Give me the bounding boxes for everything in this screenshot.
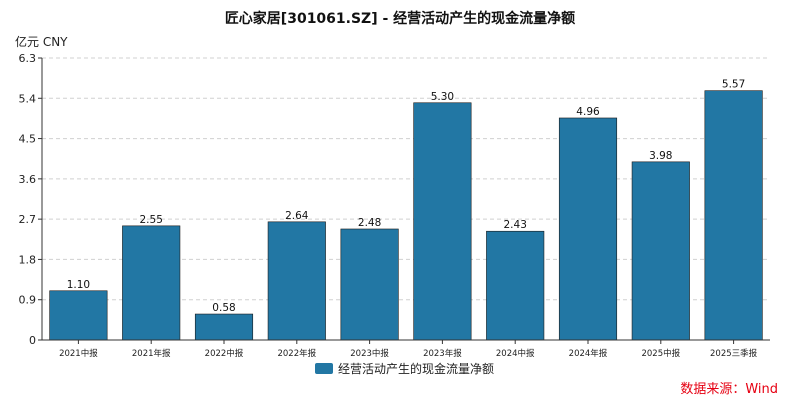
bars: [49, 90, 763, 341]
legend[interactable]: 经营活动产生的现金流量净额: [315, 361, 494, 376]
data-label: 5.57: [722, 79, 745, 91]
chart-title: 匠心家居[301061.SZ] - 经营活动产生的现金流量净额: [225, 10, 575, 27]
y-axis-unit-label: 亿元 CNY: [15, 34, 68, 49]
bar[interactable]: [486, 230, 545, 341]
axes: [41, 58, 770, 341]
x-tick-label: 2021中报: [59, 348, 98, 359]
x-tick-label: 2025中报: [641, 348, 680, 359]
y-tick-label: 4.5: [19, 133, 37, 146]
data-label: 0.58: [212, 302, 235, 314]
x-tick-label: 2022年报: [277, 348, 316, 359]
x-tick-label: 2021年报: [132, 348, 171, 359]
data-label: 2.55: [140, 214, 163, 226]
y-tick-label: 0: [29, 334, 36, 347]
y-tick-label: 1.8: [19, 253, 37, 266]
bar[interactable]: [704, 90, 763, 341]
bar[interactable]: [413, 102, 472, 341]
data-label: 2.64: [285, 210, 309, 222]
bar[interactable]: [558, 117, 618, 341]
legend-swatch: [315, 363, 333, 374]
x-tick-label: 2025三季报: [710, 348, 758, 359]
y-tick-label: 2.7: [19, 213, 37, 226]
data-label: 1.10: [67, 279, 90, 291]
data-label: 5.30: [431, 91, 454, 103]
x-tick-label: 2023年报: [423, 348, 462, 359]
bar[interactable]: [49, 290, 108, 341]
bar[interactable]: [194, 313, 254, 341]
data-label: 3.98: [649, 150, 672, 162]
data-label: 4.96: [576, 106, 600, 118]
x-tick-label: 2024中报: [496, 348, 535, 359]
x-axis-ticks: 2021中报 2021年报 2022中报 2022年报 2023中报 2023年报 2024…: [59, 340, 758, 359]
bar[interactable]: [340, 228, 399, 341]
x-tick-label: 2023中报: [350, 348, 389, 359]
bar[interactable]: [267, 221, 326, 341]
bar[interactable]: [122, 225, 181, 341]
y-axis-ticks: 0 0.9 1.8 2.7 3.6 4.5 5.4 6.3: [19, 52, 42, 347]
y-tick-label: 6.3: [19, 52, 37, 65]
legend-label: 经营活动产生的现金流量净额: [338, 361, 494, 376]
data-labels: 1.10 2.55 0.58 2.64 2.48 5.30 2.43 4.96 3.98 5.57: [67, 79, 746, 314]
x-tick-label: 2024年报: [569, 348, 608, 359]
y-tick-label: 3.6: [19, 173, 37, 186]
data-label: 2.48: [358, 217, 381, 229]
source-note: 数据来源：Wind: [680, 382, 778, 397]
bar[interactable]: [631, 161, 690, 341]
y-tick-label: 5.4: [19, 92, 37, 105]
x-tick-label: 2022中报: [205, 348, 244, 359]
data-label: 2.43: [504, 219, 527, 231]
y-tick-label: 0.9: [19, 294, 37, 307]
